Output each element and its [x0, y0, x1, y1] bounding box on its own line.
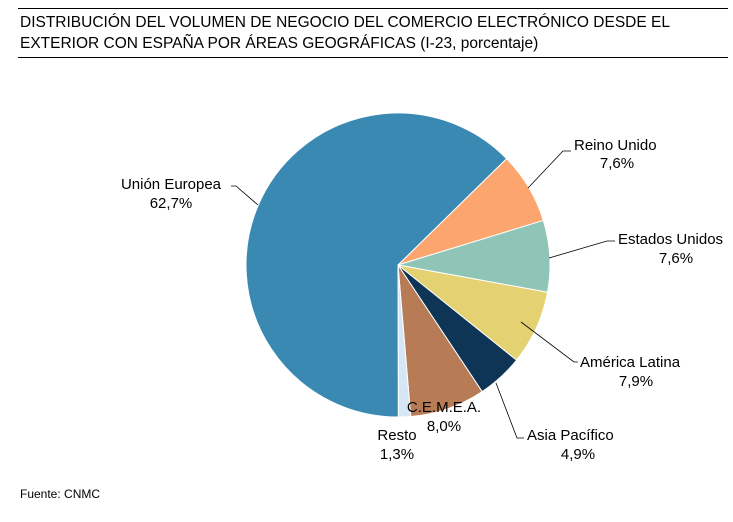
title-rule	[18, 57, 728, 58]
slice-value-union-europea: 62,7%	[150, 195, 193, 212]
slice-value-reino-unido: 7,6%	[600, 155, 634, 172]
leader-line-union-europea	[231, 185, 259, 206]
slice-label-c-e-m-e-a: C.E.M.E.A.	[407, 399, 481, 416]
slice-label-resto: Resto	[377, 427, 416, 444]
slice-label-america-latina: América Latina	[580, 354, 681, 371]
slice-value-c-e-m-e-a: 8,0%	[427, 418, 461, 435]
slice-label-asia-pacifico: Asia Pacífico	[527, 427, 614, 444]
title-line-1: DISTRIBUCIÓN DEL VOLUMEN DE NEGOCIO DEL …	[20, 14, 670, 31]
top-rule	[18, 8, 728, 9]
slice-label-union-europea: Unión Europea	[121, 176, 222, 193]
slice-value-america-latina: 7,9%	[619, 373, 653, 390]
source-note: Fuente: CNMC	[20, 487, 101, 501]
slice-value-asia-pacifico: 4,9%	[561, 446, 595, 463]
slice-label-estados-unidos: Estados Unidos	[618, 231, 723, 248]
pie-slice-union-europea	[245, 112, 508, 418]
leader-line-asia-pacifico	[495, 382, 524, 439]
slice-value-resto: 1,3%	[380, 446, 414, 463]
leader-line-reino-unido	[527, 150, 571, 189]
chart-title: DISTRIBUCIÓN DEL VOLUMEN DE NEGOCIO DEL …	[20, 12, 732, 54]
leader-line-america-latina	[520, 321, 578, 363]
title-line-2: EXTERIOR CON ESPAÑA POR ÁREAS GEOGRÁFICA…	[20, 35, 539, 52]
slice-value-estados-unidos: 7,6%	[659, 250, 693, 267]
leader-line-estados-unidos	[548, 240, 615, 259]
slice-label-reino-unido: Reino Unido	[574, 137, 657, 154]
